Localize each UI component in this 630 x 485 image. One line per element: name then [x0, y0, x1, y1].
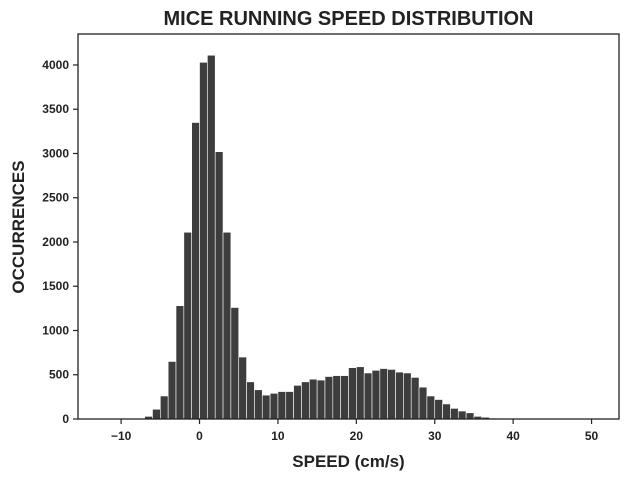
histogram-bar — [230, 307, 240, 420]
histogram-bar — [434, 399, 443, 420]
y-tick-label: 4000 — [42, 58, 69, 72]
y-tick-label: 500 — [49, 368, 69, 382]
y-tick-label: 2000 — [42, 235, 69, 249]
x-tick-label: 50 — [585, 429, 599, 443]
histogram-bar — [363, 372, 373, 420]
histogram-bar — [207, 54, 216, 420]
y-tick-label: 2500 — [42, 191, 69, 205]
histogram-bar — [403, 372, 412, 420]
histogram-bar — [191, 122, 200, 420]
chart-title: MICE RUNNING SPEED DISTRIBUTION — [163, 8, 533, 30]
histogram-bar — [183, 231, 192, 420]
y-axis-label: OCCURRENCES — [9, 160, 28, 293]
histogram-bar — [269, 393, 279, 420]
histogram-bar — [457, 410, 467, 420]
histogram-bar — [254, 389, 263, 420]
histogram-bar — [387, 369, 396, 420]
y-tick-label: 1500 — [42, 279, 69, 293]
histogram-bar — [426, 395, 436, 420]
ticks-layer: −10 0 10 20 30 40 5005001000150020002500300035… — [42, 58, 598, 443]
histogram-bar — [167, 361, 177, 420]
histogram-bar — [442, 403, 451, 420]
histogram-bar — [465, 412, 475, 420]
histogram-bar — [379, 368, 389, 420]
histogram-bar — [277, 391, 287, 420]
x-tick-label: 30 — [428, 429, 442, 443]
histogram-bar — [285, 391, 294, 420]
histogram-bar — [332, 375, 341, 420]
histogram-bar — [238, 356, 247, 420]
histogram-bar — [261, 394, 271, 420]
histogram-bar — [293, 385, 302, 420]
histogram-bar — [356, 366, 365, 420]
plot-area-frame — [77, 33, 620, 420]
y-tick-label: 1000 — [42, 323, 69, 337]
histogram-bar — [410, 377, 420, 420]
x-tick-label: 40 — [506, 429, 520, 443]
histogram-bar — [371, 370, 381, 420]
histogram-bar — [395, 371, 404, 420]
histogram-bar — [222, 231, 232, 420]
histogram-bar — [199, 62, 208, 420]
histogram-bar — [152, 408, 161, 420]
histogram-bar — [418, 386, 428, 420]
histogram-bar — [246, 381, 255, 420]
y-tick-label: 0 — [62, 412, 69, 426]
histogram-bar — [324, 376, 334, 420]
y-tick-label: 3000 — [42, 146, 69, 160]
histogram-bar — [340, 375, 349, 420]
histogram-bar — [316, 379, 326, 420]
x-tick-label: 0 — [196, 429, 203, 443]
histogram-bar — [175, 305, 185, 420]
x-tick-label: 10 — [271, 429, 285, 443]
x-axis-label: SPEED (cm/s) — [292, 452, 404, 471]
histogram-bar — [160, 395, 169, 420]
x-tick-label: −10 — [111, 429, 132, 443]
histogram-bar — [301, 381, 310, 420]
histogram-bar — [308, 378, 318, 420]
y-tick-label: 3500 — [42, 102, 69, 116]
histogram-bar — [348, 367, 357, 420]
histogram-bar — [450, 408, 459, 420]
x-tick-label: 20 — [350, 429, 364, 443]
bars-layer — [144, 54, 498, 420]
histogram-bar — [214, 151, 224, 420]
